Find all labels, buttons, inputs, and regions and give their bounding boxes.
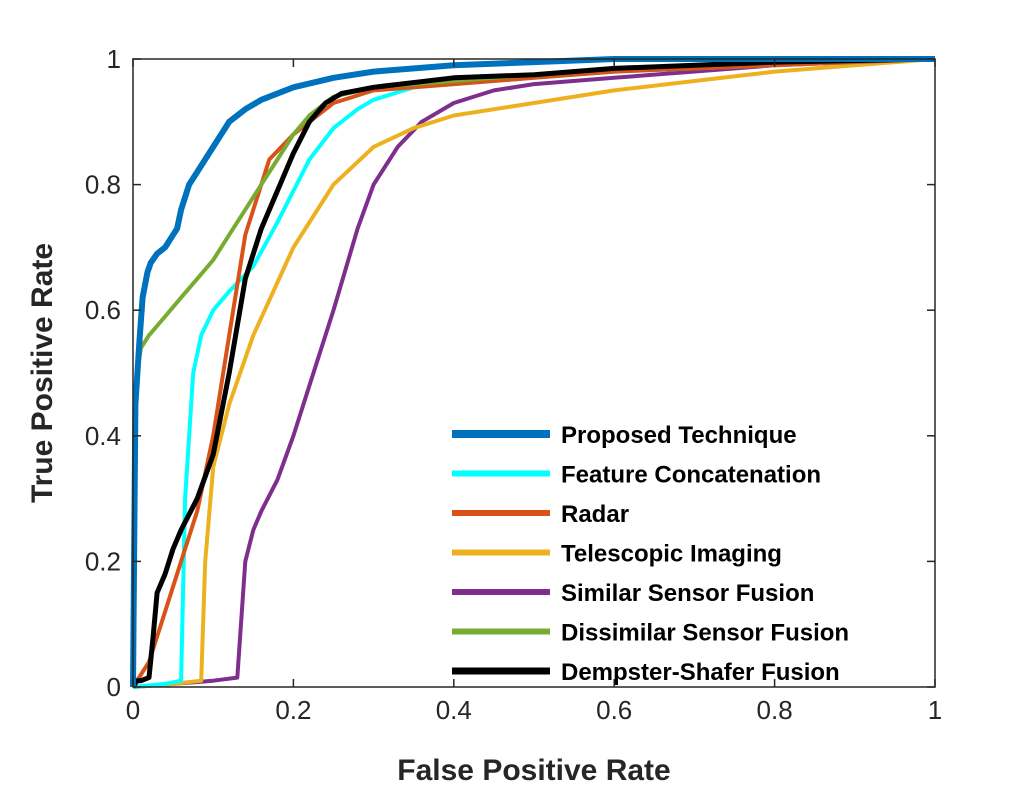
- series-line-telescopic-imaging: [132, 57, 936, 689]
- x-tick-label: 0: [126, 695, 140, 725]
- y-tick-label: 0.8: [85, 170, 121, 200]
- y-tick-label: 0.6: [85, 295, 121, 325]
- legend-label: Radar: [561, 501, 629, 528]
- x-tick-label: 0.2: [275, 695, 311, 725]
- legend-label: Dissimilar Sensor Fusion: [561, 620, 849, 647]
- plot-area-frame: [132, 58, 936, 688]
- y-tick-label: 0.4: [85, 421, 121, 451]
- x-tick-label: 0.8: [757, 695, 793, 725]
- legend-label: Proposed Technique: [561, 422, 797, 449]
- series-line-radar: [131, 57, 936, 689]
- y-tick-label: 0.2: [85, 546, 121, 576]
- y-axis-title: True Positive Rate: [26, 243, 59, 503]
- x-tick-label: 0.4: [436, 695, 472, 725]
- x-axis-title: False Positive Rate: [397, 754, 670, 787]
- legend-label: Dempster-Shafer Fusion: [561, 659, 840, 686]
- series-line-dempster-shafer-fusion: [130, 56, 936, 689]
- axis-ticks: 0 0.2 0.4 0.6 0.8 1 0 0.2 0.4 0.6 0.8 1: [85, 44, 942, 725]
- series-layer: [130, 56, 936, 689]
- y-tick-label: 1: [107, 44, 121, 74]
- series-line-proposed-technique: [130, 56, 935, 688]
- x-tick-label: 0.6: [596, 695, 632, 725]
- x-tick-label: 1: [928, 695, 942, 725]
- series-line-similar-sensor-fusion: [132, 57, 936, 689]
- legend-label: Telescopic Imaging: [561, 541, 782, 568]
- legend-label: Feature Concatenation: [561, 462, 821, 489]
- legend: Proposed Technique Feature Concatenation R…: [452, 422, 849, 686]
- y-tick-label: 0: [107, 672, 121, 702]
- legend-label: Similar Sensor Fusion: [561, 580, 814, 607]
